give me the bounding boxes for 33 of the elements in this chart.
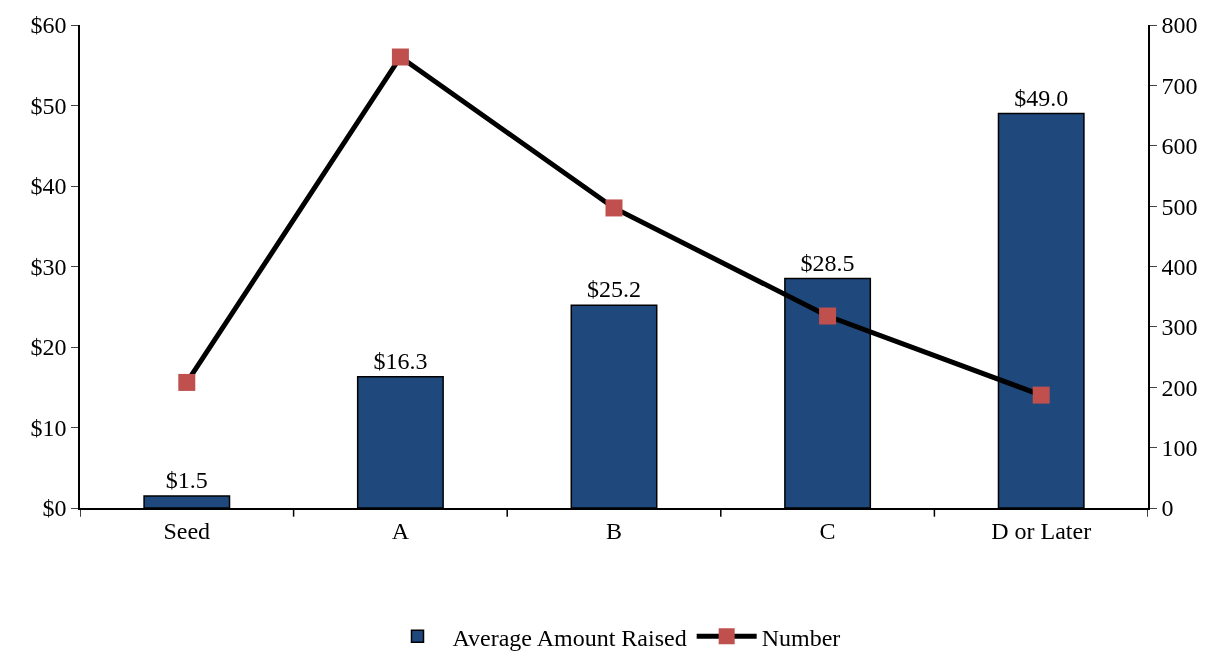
x-tick-label: D or Later bbox=[991, 517, 1092, 544]
point bbox=[605, 199, 623, 217]
data-label: $16.3 bbox=[373, 347, 428, 374]
y-tick-label: $20 bbox=[30, 334, 67, 361]
legend-label: Average Amount Raised bbox=[452, 624, 687, 651]
data-label: $49.0 bbox=[1014, 84, 1069, 111]
y-tick-label: $10 bbox=[30, 414, 67, 441]
data-label: $1.5 bbox=[165, 466, 208, 493]
y2-tick-label: 200 bbox=[1161, 374, 1198, 401]
data-label: $25.2 bbox=[587, 276, 641, 303]
y2-tick-label: 500 bbox=[1161, 193, 1198, 220]
y-tick-label: $0 bbox=[42, 495, 67, 522]
point bbox=[819, 307, 837, 325]
y-tick-label: $30 bbox=[30, 253, 67, 280]
x-tick-label: A bbox=[391, 517, 410, 544]
legend-label: Number bbox=[761, 624, 841, 651]
y2-tick-label: 700 bbox=[1161, 72, 1198, 99]
x-tick-label: B bbox=[605, 517, 623, 544]
x-tick-label: Seed bbox=[163, 517, 211, 544]
point bbox=[391, 48, 409, 66]
y2-tick-label: 400 bbox=[1161, 253, 1198, 280]
y-tick-label: $40 bbox=[30, 173, 67, 200]
point bbox=[178, 373, 196, 391]
data-label: $28.5 bbox=[800, 249, 855, 276]
y2-tick-label: 600 bbox=[1161, 133, 1198, 160]
y-tick-label: $60 bbox=[30, 12, 67, 39]
point bbox=[1032, 386, 1050, 404]
x-tick-label: C bbox=[819, 517, 836, 544]
y2-tick-label: 100 bbox=[1161, 435, 1198, 462]
y2-tick-label: 300 bbox=[1161, 314, 1198, 341]
y2-tick-label: 800 bbox=[1161, 12, 1198, 39]
y-tick-label: $50 bbox=[30, 92, 67, 119]
y2-tick-label: 0 bbox=[1161, 495, 1174, 522]
